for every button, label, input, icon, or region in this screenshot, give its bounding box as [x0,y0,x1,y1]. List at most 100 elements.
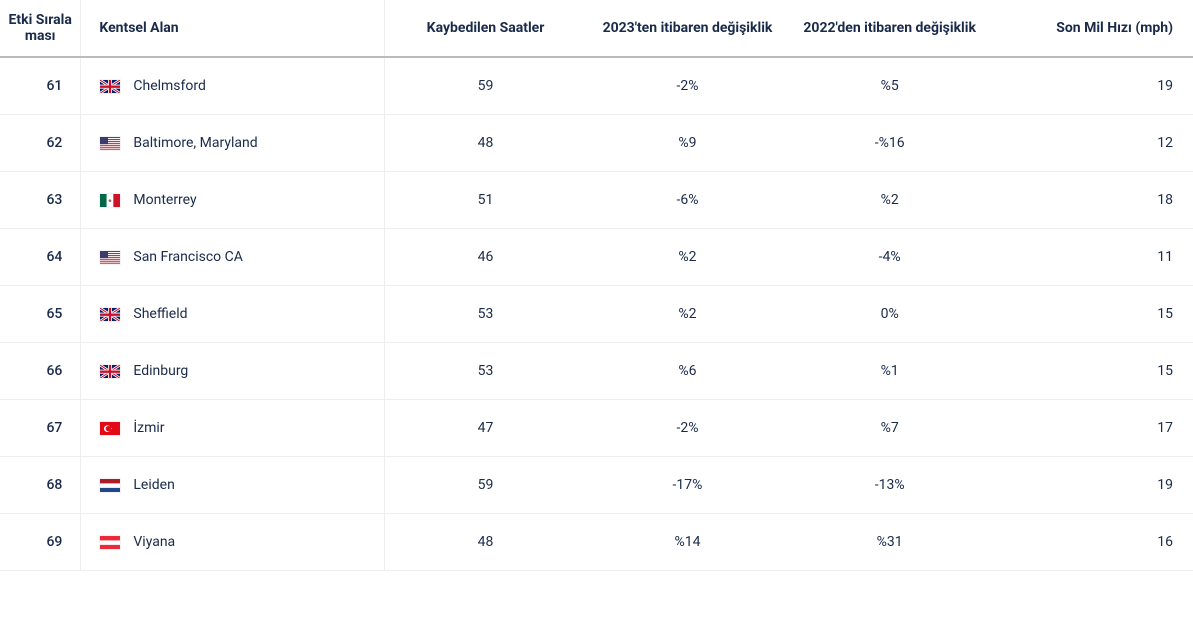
change-2023-cell: %14 [586,514,788,571]
speed-cell: 15 [991,343,1193,400]
rank-cell: 66 [0,343,81,400]
rank-cell: 67 [0,400,81,457]
flag-icon [99,136,121,151]
city-name: Leiden [133,477,174,493]
change-2023-cell: %2 [586,229,788,286]
change-2022-cell: %7 [789,400,991,457]
rank-cell: 65 [0,286,81,343]
table-row[interactable]: 63 Monterrey 51-6%%218 [0,172,1193,229]
city-cell: Sheffield [81,286,384,343]
city-cell: Chelmsford [81,57,384,115]
change-2022-cell: -13% [789,457,991,514]
flag-icon [99,193,121,208]
change-2023-cell: %2 [586,286,788,343]
table-row[interactable]: 62 Baltimore, Maryland 48%9-%1612 [0,115,1193,172]
table-row[interactable]: 64 San Francisco CA 46%2-4%11 [0,229,1193,286]
city-wrap: Viyana [99,534,375,550]
flag-icon [99,250,121,265]
hours-cell: 47 [384,400,586,457]
header-city[interactable]: Kentsel Alan [81,0,384,57]
change-2022-cell: 0% [789,286,991,343]
hours-cell: 59 [384,57,586,115]
city-cell: Monterrey [81,172,384,229]
city-wrap: Baltimore, Maryland [99,135,375,151]
table-row[interactable]: 68 Leiden 59-17%-13%19 [0,457,1193,514]
city-cell: Edinburg [81,343,384,400]
change-2023-cell: -6% [586,172,788,229]
city-wrap: Sheffield [99,306,375,322]
header-change-2023[interactable]: 2023'ten itibaren değişiklik [586,0,788,57]
header-rank[interactable]: Etki Sırala ması [0,0,81,57]
table-row[interactable]: 67 İzmir 47-2%%717 [0,400,1193,457]
city-name: İzmir [133,420,164,436]
city-cell: San Francisco CA [81,229,384,286]
hours-cell: 51 [384,172,586,229]
rank-cell: 68 [0,457,81,514]
city-wrap: İzmir [99,420,375,436]
rank-cell: 61 [0,57,81,115]
city-cell: Viyana [81,514,384,571]
flag-icon [99,364,121,379]
speed-cell: 18 [991,172,1193,229]
change-2022-cell: %1 [789,343,991,400]
city-name: Sheffield [133,306,187,322]
city-cell: İzmir [81,400,384,457]
speed-cell: 11 [991,229,1193,286]
city-name: Baltimore, Maryland [133,135,257,151]
speed-cell: 17 [991,400,1193,457]
change-2023-cell: %9 [586,115,788,172]
city-wrap: San Francisco CA [99,249,375,265]
flag-icon [99,307,121,322]
hours-cell: 53 [384,343,586,400]
hours-cell: 53 [384,286,586,343]
header-speed[interactable]: Son Mil Hızı (mph) [991,0,1193,57]
rank-cell: 69 [0,514,81,571]
city-wrap: Edinburg [99,363,375,379]
speed-cell: 19 [991,57,1193,115]
header-hours[interactable]: Kaybedilen Saatler [384,0,586,57]
flag-icon [99,535,121,550]
change-2023-cell: -2% [586,400,788,457]
rank-cell: 63 [0,172,81,229]
speed-cell: 15 [991,286,1193,343]
hours-cell: 59 [384,457,586,514]
hours-cell: 46 [384,229,586,286]
speed-cell: 19 [991,457,1193,514]
change-2022-cell: %2 [789,172,991,229]
speed-cell: 12 [991,115,1193,172]
city-cell: Baltimore, Maryland [81,115,384,172]
table-row[interactable]: 69 Viyana 48%14%3116 [0,514,1193,571]
rank-cell: 62 [0,115,81,172]
city-cell: Leiden [81,457,384,514]
change-2023-cell: -17% [586,457,788,514]
change-2022-cell: -4% [789,229,991,286]
city-name: Edinburg [133,363,188,379]
rank-cell: 64 [0,229,81,286]
table-row[interactable]: 66 Edinburg 53%6%115 [0,343,1193,400]
flag-icon [99,79,121,94]
city-name: Monterrey [133,192,196,208]
city-name: Chelmsford [133,78,206,94]
city-name: San Francisco CA [133,249,243,265]
traffic-ranking-table: Etki Sırala ması Kentsel Alan Kaybedilen… [0,0,1193,571]
city-wrap: Monterrey [99,192,375,208]
header-change-2022[interactable]: 2022'den itibaren değişiklik [789,0,991,57]
table-row[interactable]: 65 Sheffield 53%20%15 [0,286,1193,343]
speed-cell: 16 [991,514,1193,571]
change-2022-cell: %31 [789,514,991,571]
change-2023-cell: -2% [586,57,788,115]
table-header: Etki Sırala ması Kentsel Alan Kaybedilen… [0,0,1193,57]
table-row[interactable]: 61 Chelmsford 59-2%%519 [0,57,1193,115]
flag-icon [99,421,121,436]
header-row: Etki Sırala ması Kentsel Alan Kaybedilen… [0,0,1193,57]
change-2022-cell: %5 [789,57,991,115]
city-name: Viyana [133,534,175,550]
hours-cell: 48 [384,514,586,571]
hours-cell: 48 [384,115,586,172]
city-wrap: Chelmsford [99,78,375,94]
city-wrap: Leiden [99,477,375,493]
flag-icon [99,478,121,493]
change-2022-cell: -%16 [789,115,991,172]
table-body: 61Chelmsford59-2%%51962Baltimore, Maryla… [0,57,1193,571]
change-2023-cell: %6 [586,343,788,400]
